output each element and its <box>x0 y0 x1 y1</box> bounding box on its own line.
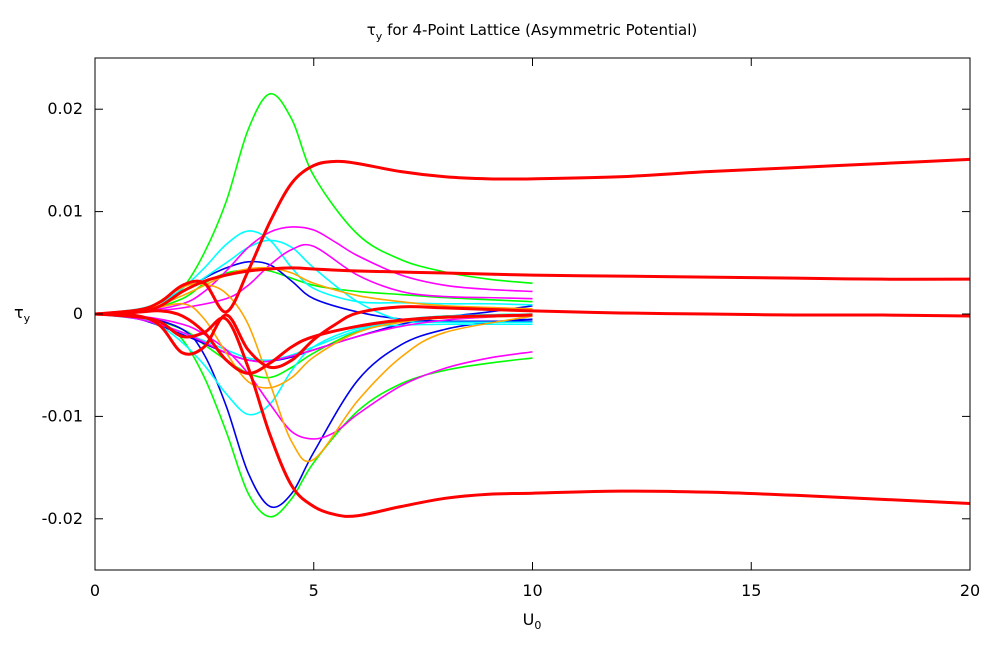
series-line-magenta-12 <box>94 243 533 315</box>
series-line-red-21 <box>94 305 971 370</box>
series-line-blue-5 <box>94 313 533 509</box>
series-line-cyan-8 <box>94 313 533 416</box>
y-tick-label-3: 0.01 <box>47 202 83 221</box>
series-line-green-1 <box>94 313 533 518</box>
x-tick-label-2: 10 <box>522 581 542 600</box>
tick-layer: 0 5 10 15 20 -0.02 -0.01 0 0.01 0.02 <box>42 58 980 600</box>
y-axis-title-base: τ <box>14 303 24 322</box>
series-line-orange-17 <box>94 266 533 315</box>
x-tick-label-4: 20 <box>960 581 980 600</box>
x-axis-title: U0 <box>523 610 542 632</box>
series-line-red-18 <box>94 157 971 316</box>
y-axis-title: τy <box>14 303 31 325</box>
x-axis-title-sub: 0 <box>534 619 541 632</box>
y-tick-label-2: 0 <box>73 304 83 323</box>
series-line-magenta-14 <box>94 313 533 363</box>
y-tick-label-4: 0.02 <box>47 99 83 118</box>
y-tick-label-1: -0.01 <box>42 406 83 425</box>
series-line-green-2 <box>94 268 533 315</box>
chart-title-sub: y <box>376 30 383 43</box>
series-line-magenta-11 <box>94 226 533 315</box>
x-axis-title-base: U <box>523 610 535 629</box>
series-line-red-22 <box>94 309 533 375</box>
chart-title-base: τ <box>367 21 376 39</box>
y-tick-label-0: -0.02 <box>42 509 83 528</box>
series-line-green-0 <box>94 93 533 315</box>
series-line-magenta-13 <box>94 313 533 440</box>
y-axis-title-sub: y <box>24 312 31 325</box>
x-tick-label-3: 15 <box>741 581 761 600</box>
chart-title-rest: for 4-Point Lattice (Asymmetric Potentia… <box>382 21 697 39</box>
chart-title: τy for 4-Point Lattice (Asymmetric Poten… <box>367 21 697 43</box>
series-line-red-20 <box>94 266 971 316</box>
x-tick-label-0: 0 <box>90 581 100 600</box>
plot-frame <box>94 57 971 571</box>
series-layer <box>94 93 971 518</box>
x-tick-label-1: 5 <box>309 581 319 600</box>
series-line-red-19 <box>94 312 971 518</box>
series-line-orange-16 <box>94 302 533 389</box>
